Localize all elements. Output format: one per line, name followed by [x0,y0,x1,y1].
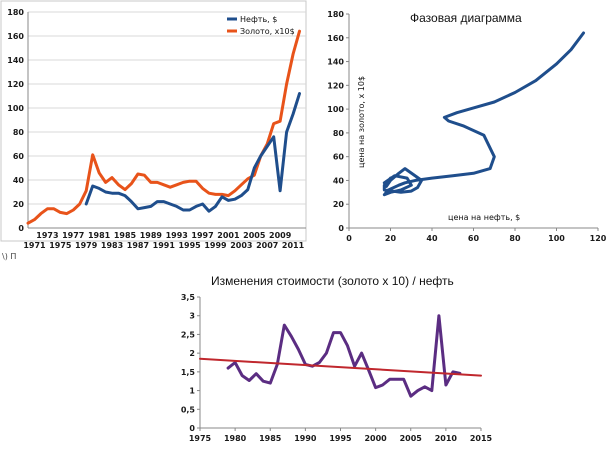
chart2-x-tick-label: 20 [385,234,397,243]
chart3-x-tick-label: 2010 [435,434,458,443]
chart1-x-tick-label: 2009 [269,231,292,240]
chart1-x-tick-label: 2003 [230,241,252,250]
chart1-x-tick-label: 1977 [62,231,84,240]
chart1-x-tick-label: 2005 [243,231,266,240]
chart3-x-tick-label: 1975 [189,434,212,443]
stray-caption-text: \) П [2,252,16,261]
chart3-series [199,314,482,398]
chart3-y-tick-label: 3 [189,312,195,321]
panel-time-series-frame [0,0,307,242]
chart1-x-tick-label: 2011 [282,241,305,250]
chart3-y-tick-label: 1 [189,387,195,396]
chart2-y-tick-label: 140 [327,58,344,67]
chart1-y-tick-label: 20 [13,200,25,209]
chart1-x-tick-label: 1975 [49,241,72,250]
chart2-y-tick-label: 20 [333,200,345,209]
chart1-x-tick-label: 1987 [127,241,149,250]
chart2-x-tick-label: 0 [346,234,352,243]
chart1-x-tick-label: 1997 [191,231,213,240]
chart1-x-tick-label: 1995 [178,241,201,250]
chart1-x-tick-label: 1989 [140,231,163,240]
chart3-y-tick-label: 0 [189,424,195,433]
chart2-y-tick-label: 60 [333,153,345,162]
chart1-y-tick-label: 80 [13,128,25,137]
chart3-x-tick-label: 1985 [259,434,282,443]
chart1-x-ticks: 1973 1977 1981 1985 1989 1993 1997 2001 2005 2009… [23,231,304,250]
chart1-y-tick-label: 40 [13,176,25,185]
chart1-x-tick-label: 1979 [75,241,98,250]
chart1-x-tick-label: 1971 [23,241,46,250]
chart1-axes [27,12,306,229]
chart1-x-tick-label: 2007 [256,241,278,250]
chart1-gridlines [28,11,306,229]
chart2-x-tick-label: 120 [590,234,607,243]
chart2-y-tick-label: 120 [327,81,344,90]
chart3-ratio-series-line [226,314,462,398]
chart3-title: Изменения стоимости (золото х 10) / нефт… [211,274,454,288]
chart1-y-tick-label: 0 [18,224,24,233]
chart2-phase-series-line [382,31,585,197]
chart2-y-tick-label: 180 [327,10,344,19]
chart2-series [382,31,585,197]
chart1-x-tick-label: 1985 [114,231,137,240]
chart2-y-tick-label: 0 [338,224,344,233]
chart2-y-tick-label: 100 [327,105,344,114]
chart3-y-tick-label: 0,5 [181,405,196,414]
chart1-oil-series-line [84,92,301,213]
chart3-trend-line [199,357,482,377]
chart2-x-axis-label: цена на нефть, $ [448,213,520,222]
chart2-x-tick-label: 60 [468,234,480,243]
chart3-x-tick-label: 2015 [470,434,493,443]
chart2-y-ticks: 0 20 40 60 80 100 120 140 160 180 [327,10,349,233]
chart1-x-tick-label: 1973 [36,231,58,240]
chart1-x-tick-label: 1983 [101,241,123,250]
chart1-y-tick-label: 140 [7,56,24,65]
chart3-y-tick-label: 3,5 [181,293,196,302]
chart2-x-ticks: 0 20 40 60 80 100 120 [346,228,607,243]
chart3-y-tick-label: 2,5 [181,330,196,339]
chart3-y-tick-label: 2 [189,349,195,358]
legend-oil-label: Нефть, $ [240,15,277,24]
chart2-y-tick-label: 160 [327,34,344,43]
legend-gold-label: Золото, x10$ [240,27,295,36]
chart3-x-tick-label: 1980 [224,434,247,443]
chart2-axes [348,14,598,229]
chart2-x-tick-label: 80 [509,234,521,243]
chart1-x-tick-label: 1993 [166,231,188,240]
chart1-x-tick-label: 2001 [217,231,240,240]
chart1-y-tick-label: 60 [13,152,25,161]
chart2-title: Фазовая диаграмма [410,11,522,25]
chart2-y-tick-label: 80 [333,129,345,138]
chart1-y-tick-label: 160 [7,32,24,41]
chart3-y-ticks: 0 0,5 1 1,5 2 2,5 3 3,5 [181,293,200,433]
chart1-y-tick-label: 100 [7,104,24,113]
chart1-y-tick-label: 120 [7,80,24,89]
chart2-x-tick-label: 40 [426,234,438,243]
chart3-x-ticks: 1975 1980 1985 1990 1995 2000 2005 2010 2015 [189,428,493,443]
chart1-x-tick-label: 1999 [204,241,227,250]
chart1-legend: Нефть, $ Золото, x10$ [227,15,295,36]
chart2-y-axis-label: цена на золото, х 10$ [357,76,366,168]
chart3-x-tick-label: 2005 [400,434,423,443]
chart1-x-tick-label: 1991 [153,241,176,250]
chart2-y-tick-label: 40 [333,176,345,185]
chart3-y-tick-label: 1,5 [181,368,196,377]
chart1-y-ticks: 0 20 40 60 80 100 120 140 160 180 [7,8,24,233]
chart2-x-tick-label: 100 [548,234,565,243]
chart1-series [26,29,301,225]
chart3-x-tick-label: 1990 [294,434,317,443]
chart1-gold-series-line [26,29,301,225]
chart3-x-tick-label: 1995 [329,434,352,443]
chart3-x-tick-label: 2000 [364,434,387,443]
chart1-y-tick-label: 180 [7,8,24,17]
chart1-x-tick-label: 1981 [88,231,111,240]
